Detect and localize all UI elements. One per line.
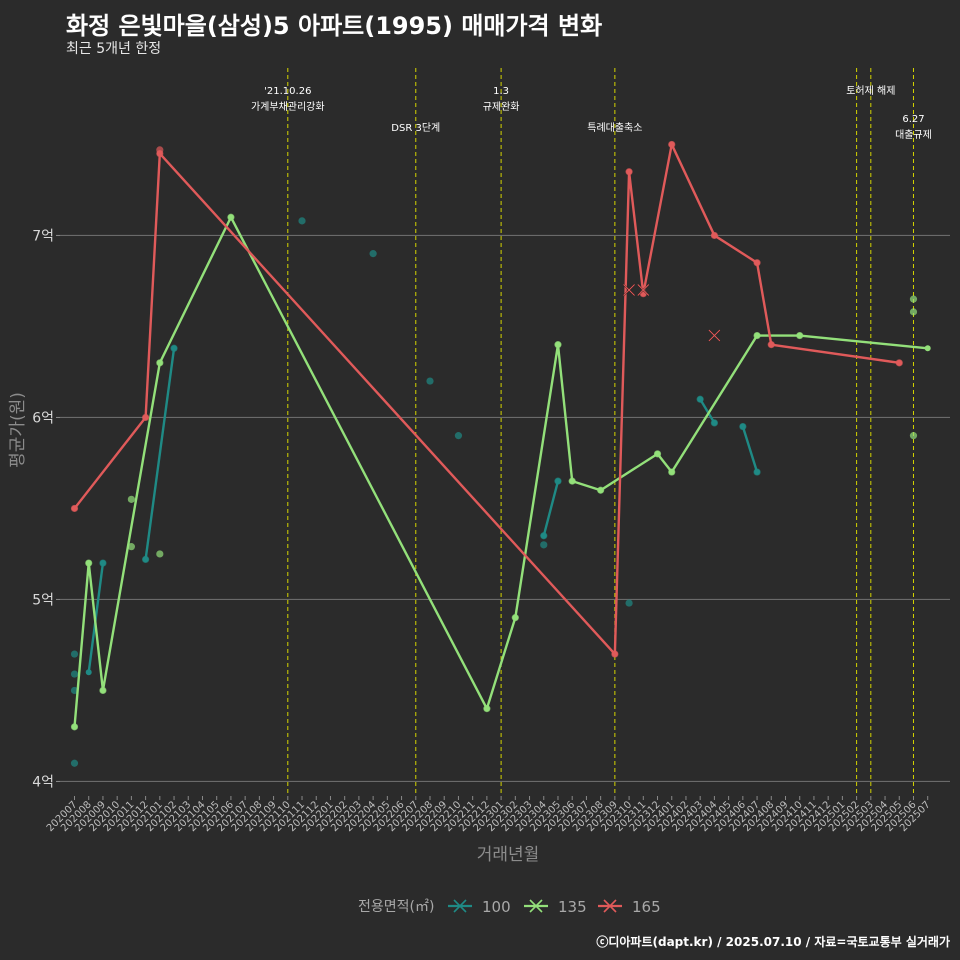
line-vertex-135 — [597, 487, 604, 494]
line-vertex-100 — [171, 345, 178, 352]
legend-key-cross — [603, 899, 617, 913]
x-axis-ticks: 2020072020082020092020102020112020122021… — [45, 796, 933, 834]
data-point-100 — [70, 670, 79, 678]
line-vertex-100 — [142, 556, 149, 563]
line-vertex-100 — [697, 396, 704, 403]
legend-title: 전용면적(㎡) — [358, 899, 434, 915]
line-vertex-165 — [626, 168, 633, 175]
line-vertex-165 — [71, 505, 78, 512]
line-vertex-165 — [156, 150, 163, 157]
cancelled-mark — [637, 284, 650, 296]
y-axis-ticks: 4억 5억 6억 7억 — [32, 228, 60, 790]
line-vertex-100 — [711, 419, 718, 426]
series-line-165 — [73, 143, 900, 656]
series-line-100 — [741, 426, 759, 473]
legend-item-135: 135 — [524, 898, 587, 916]
data-point-100 — [70, 650, 79, 658]
line-vertex-165 — [668, 141, 675, 148]
line-vertex-100 — [540, 532, 547, 539]
line-vertex-135 — [924, 345, 931, 352]
event-annotation: 대출규제 — [895, 129, 932, 141]
line-vertex-135 — [99, 687, 106, 694]
line-vertex-165 — [768, 341, 775, 348]
line-vertex-135 — [654, 450, 661, 457]
line-vertex-135 — [85, 560, 92, 567]
data-point-100 — [426, 377, 434, 385]
line-vertex-135 — [483, 705, 490, 712]
series-line-100 — [542, 480, 560, 537]
cancelled-mark — [708, 329, 721, 342]
data-point-135 — [909, 295, 918, 303]
line-vertex-100 — [85, 669, 92, 676]
data-point-135 — [156, 550, 164, 558]
y-tick-label: 7억 — [32, 228, 54, 244]
event-annotation: 가계부채관리강화 — [251, 101, 325, 113]
y-tick-label: 5억 — [32, 592, 54, 608]
legend-label-165: 165 — [632, 898, 661, 916]
data-point-100 — [625, 599, 633, 607]
line-vertex-100 — [99, 560, 106, 567]
line-vertex-135 — [156, 359, 163, 366]
data-point-100 — [454, 432, 463, 440]
line-vertex-135 — [227, 214, 234, 221]
event-annotation: 토허제 해제 — [846, 84, 895, 97]
y-tick-label: 6억 — [32, 410, 54, 426]
data-point-135 — [127, 495, 135, 503]
event-annotation: 규제완화 — [483, 101, 520, 113]
series-layer — [70, 140, 931, 767]
legend-item-165: 165 — [598, 898, 661, 916]
y-axis-title: 평균가(원) — [8, 392, 28, 468]
line-vertex-135 — [569, 478, 576, 485]
event-annotation: '21.10.26 — [264, 86, 311, 97]
legend-key-cross — [453, 899, 467, 913]
series-135 — [70, 213, 931, 731]
event-annotation: DSR 3단계 — [391, 122, 440, 134]
chart-subtitle: 최근 5개년 한정 — [66, 41, 162, 57]
legend: 전용면적(㎡) 100 135 165 — [358, 898, 661, 916]
legend-key-cross — [529, 899, 543, 913]
event-annotation: 특례대출축소 — [587, 122, 642, 134]
line-vertex-100 — [739, 423, 746, 430]
data-point-100 — [540, 541, 548, 549]
cancelled-mark — [623, 284, 635, 296]
line-vertex-135 — [668, 469, 675, 476]
line-vertex-100 — [554, 478, 561, 485]
legend-items: 100 135 165 — [448, 898, 661, 916]
line-vertex-135 — [796, 332, 803, 339]
line-vertex-165 — [711, 232, 718, 239]
data-point-135 — [127, 543, 135, 551]
data-point-100 — [369, 250, 377, 258]
data-point-135 — [909, 432, 918, 440]
event-annotation: 6.27 — [902, 114, 924, 125]
x-axis-title: 거래년월 — [477, 845, 540, 865]
series-100 — [70, 217, 761, 767]
legend-label-135: 135 — [558, 898, 587, 916]
line-vertex-165 — [754, 259, 761, 266]
y-tick-label: 4억 — [32, 774, 54, 790]
data-point-100 — [298, 217, 306, 225]
data-point-100 — [70, 759, 79, 767]
legend-label-100: 100 — [482, 898, 511, 916]
series-165 — [70, 140, 903, 658]
legend-item-100: 100 — [448, 898, 511, 916]
chart-title: 화정 은빛마을(삼성)5 아파트(1995) 매매가격 변화 — [66, 12, 603, 40]
event-annotation: 1.3 — [493, 86, 509, 97]
line-vertex-165 — [611, 651, 618, 658]
data-point-135 — [909, 308, 918, 316]
series-line-100 — [699, 398, 716, 424]
line-vertex-100 — [754, 469, 761, 476]
source-caption: ⓒ디아파트(dapt.kr) / 2025.07.10 / 자료=국토교통부 실… — [596, 935, 950, 949]
series-line-100 — [144, 348, 176, 560]
grid-layer — [60, 234, 950, 783]
line-vertex-135 — [71, 723, 78, 730]
line-vertex-165 — [896, 359, 903, 366]
line-vertex-165 — [142, 414, 149, 421]
line-vertex-135 — [554, 341, 561, 348]
line-vertex-135 — [512, 614, 519, 621]
line-vertex-135 — [754, 332, 761, 339]
